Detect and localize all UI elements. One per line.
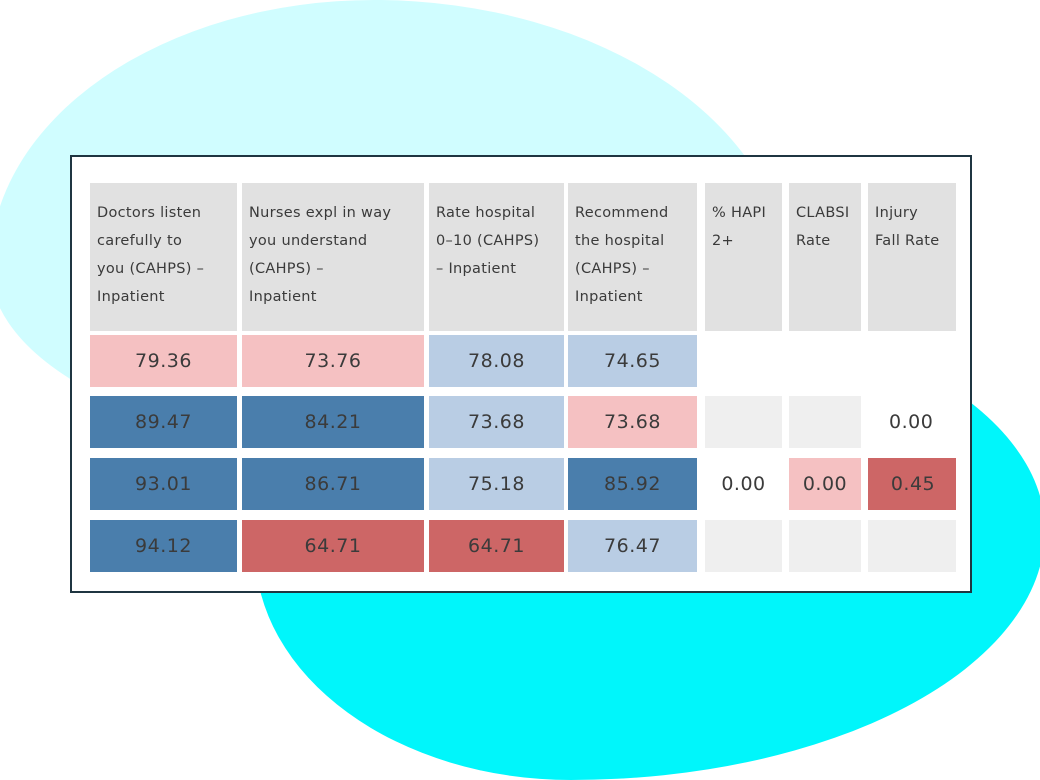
table-cell: 64.71 xyxy=(242,520,424,572)
table-cell: 73.68 xyxy=(568,396,697,448)
table-cell: 0.00 xyxy=(789,458,861,510)
column-header-injury-fall-rate: Injury Fall Rate xyxy=(868,183,956,331)
table-cell: 74.65 xyxy=(568,335,697,387)
table-cell: 93.01 xyxy=(90,458,237,510)
table-cell xyxy=(868,520,956,572)
table-cell: 79.36 xyxy=(90,335,237,387)
table-cell xyxy=(705,335,782,387)
table-cell xyxy=(868,335,956,387)
column-header-nurses-explain: Nurses expl in way you understand (CAHPS… xyxy=(242,183,424,331)
table-cell: 75.18 xyxy=(429,458,564,510)
table-cell: 0.00 xyxy=(705,458,782,510)
table-cell: 76.47 xyxy=(568,520,697,572)
table-cell xyxy=(705,520,782,572)
table-cell: 89.47 xyxy=(90,396,237,448)
table-cell: 73.76 xyxy=(242,335,424,387)
table-cell: 0.00 xyxy=(868,396,956,448)
column-header-rate-hospital: Rate hospital 0–10 (CAHPS) – Inpatient xyxy=(429,183,564,331)
column-header-doctors-listen: Doctors listen carefully to you (CAHPS) … xyxy=(90,183,237,331)
table-cell: 84.21 xyxy=(242,396,424,448)
table-cell: 94.12 xyxy=(90,520,237,572)
table-cell: 64.71 xyxy=(429,520,564,572)
table-cell: 78.08 xyxy=(429,335,564,387)
table-cell: 86.71 xyxy=(242,458,424,510)
table-cell: 0.45 xyxy=(868,458,956,510)
table-cell: 73.68 xyxy=(429,396,564,448)
column-header-clabsi-rate: CLABSI Rate xyxy=(789,183,861,331)
table-cell: 85.92 xyxy=(568,458,697,510)
table-cell xyxy=(789,335,861,387)
table-cell xyxy=(789,520,861,572)
table-cell xyxy=(705,396,782,448)
heatmap-table: Doctors listen carefully to you (CAHPS) … xyxy=(90,183,956,573)
column-header-hapi: % HAPI 2+ xyxy=(705,183,782,331)
table-card: Doctors listen carefully to you (CAHPS) … xyxy=(70,155,972,593)
column-header-recommend-hospital: Recommend the hospital (CAHPS) – Inpatie… xyxy=(568,183,697,331)
table-cell xyxy=(789,396,861,448)
